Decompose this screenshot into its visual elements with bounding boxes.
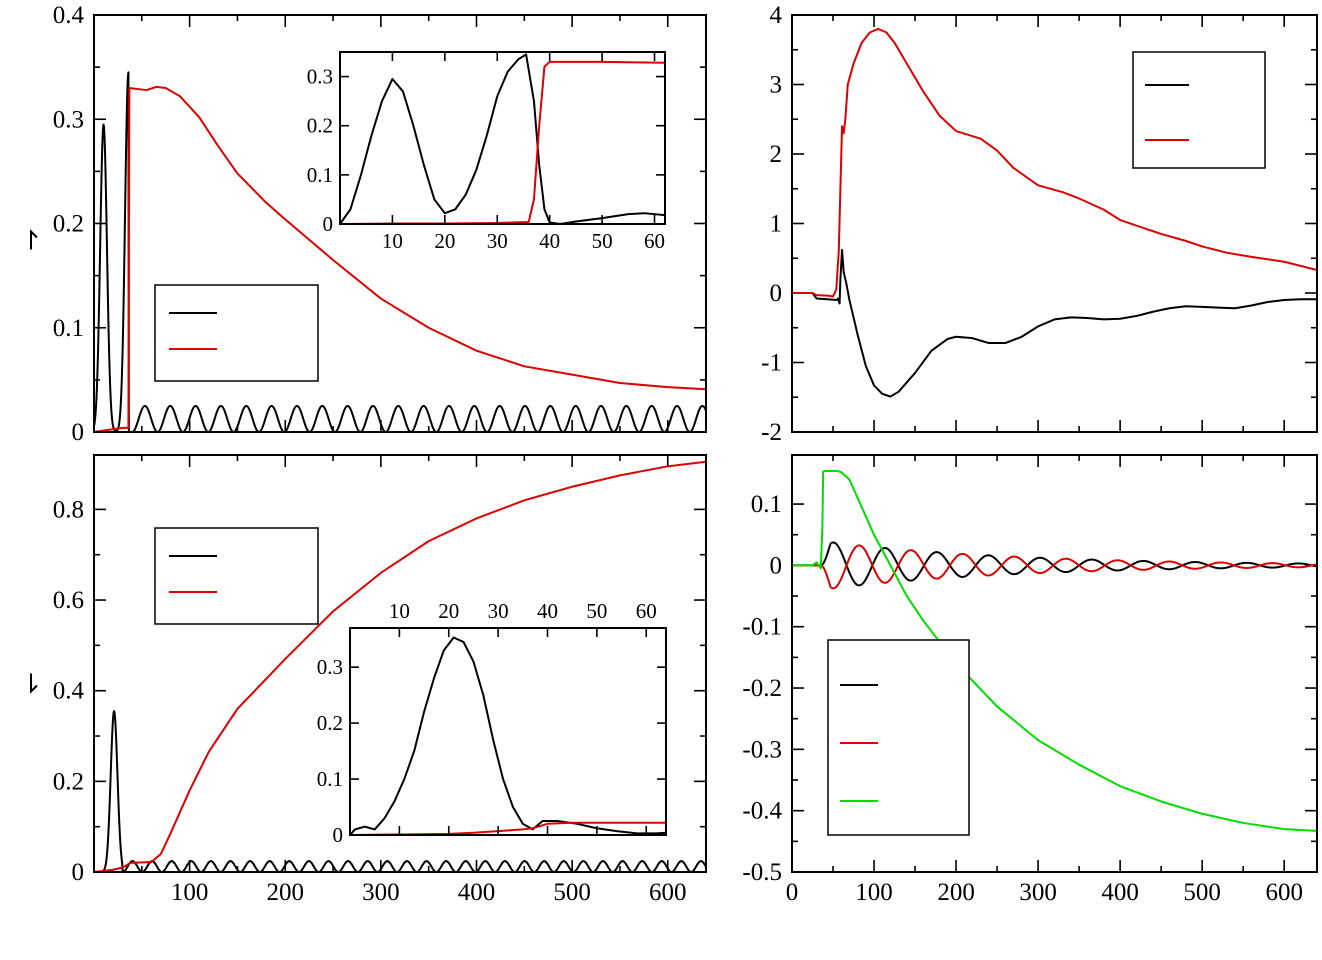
y-tick-label: 0.2 bbox=[53, 768, 84, 795]
y-tick-label: 0.4 bbox=[53, 2, 85, 29]
series-line-qd2 bbox=[94, 460, 706, 872]
inset-x-tick-label: 60 bbox=[644, 229, 665, 253]
x-tick-label: 100 bbox=[855, 879, 893, 906]
inset-y-tick-label: 0.2 bbox=[317, 711, 343, 735]
inset-x-tick-label: 10 bbox=[382, 229, 403, 253]
plot-frame bbox=[791, 14, 1318, 433]
y-tick-label: 3 bbox=[770, 72, 783, 99]
series-group bbox=[94, 460, 706, 872]
panel-c: -2 -1 0 1 2 3 4 bbox=[761, 2, 1318, 446]
x-tick-label: 600 bbox=[649, 879, 687, 906]
y-tick-label: 0.6 bbox=[53, 587, 84, 614]
inset-series-group bbox=[350, 636, 666, 835]
y-tick-label: 0.3 bbox=[53, 106, 84, 133]
arrow-down-icon bbox=[30, 673, 38, 694]
series-line-i bbox=[792, 27, 1317, 298]
panel-b: 0 0.2 0.4 0.6 0.8 100 200 300 400 500 600 0 0.1 0.2 0.… bbox=[30, 454, 707, 906]
series-group bbox=[792, 469, 1317, 832]
x-tick-label: 100 bbox=[171, 879, 209, 906]
inset-y-tick-label: 0.1 bbox=[307, 163, 333, 187]
y-tick-label: -1 bbox=[761, 350, 782, 377]
series-line-qd1 bbox=[94, 71, 706, 432]
arrow-up-icon bbox=[30, 229, 38, 250]
inset-x-tick-label: 20 bbox=[438, 599, 459, 623]
y-tick-label: 0.8 bbox=[53, 496, 84, 523]
inset-x-tick-label: 60 bbox=[636, 599, 657, 623]
panel-d: -0.5 -0.4 -0.3 -0.2 -0.1 0 0.1 0 100 200 300 400 500… bbox=[742, 454, 1318, 906]
x-tick-label: 200 bbox=[267, 879, 305, 906]
y-tick-label: 0.1 bbox=[53, 315, 84, 342]
plot-frame bbox=[93, 454, 707, 873]
inset-x-tick-label: 40 bbox=[539, 229, 560, 253]
series-line-s bbox=[792, 544, 1317, 590]
y-tick-label: 0 bbox=[770, 280, 783, 307]
inset-series-line bbox=[350, 821, 666, 835]
inset-background bbox=[350, 628, 666, 835]
legend-box bbox=[827, 639, 970, 836]
y-tick-label: 0 bbox=[72, 859, 85, 886]
legend-box bbox=[154, 284, 319, 382]
inset-y-tick-label: 0 bbox=[323, 212, 334, 236]
series-line-qd2 bbox=[94, 85, 706, 432]
x-tick-label: 500 bbox=[1183, 879, 1221, 906]
legend-box bbox=[1132, 51, 1266, 169]
inset-x-tick-label: 20 bbox=[434, 229, 455, 253]
inset-x-tick-label: 30 bbox=[488, 599, 509, 623]
y-tick-label: -0.2 bbox=[742, 675, 782, 702]
legend-box bbox=[154, 527, 319, 625]
y-tick-label: -2 bbox=[761, 419, 782, 446]
x-tick-label: 300 bbox=[1019, 879, 1057, 906]
inset-x-tick-label: 40 bbox=[537, 599, 558, 623]
x-tick-label: 400 bbox=[458, 879, 496, 906]
inset-background bbox=[340, 52, 665, 224]
y-tick-label: 0 bbox=[770, 552, 783, 579]
series-line-s bbox=[792, 469, 1317, 832]
inset-frame bbox=[339, 51, 666, 225]
inset-y-tick-label: 0.3 bbox=[317, 655, 343, 679]
y-tick-label: 0.4 bbox=[53, 678, 85, 705]
series-group bbox=[792, 27, 1317, 398]
panel-a: 0 0.1 0.2 0.3 0.4 0 0.1 0.2 0.3 10 20 30 40 50 60 bbox=[30, 2, 707, 446]
series-line-i bbox=[792, 248, 1317, 398]
x-tick-label: 200 bbox=[937, 879, 975, 906]
x-tick-label: 300 bbox=[362, 879, 400, 906]
inset-x-tick-label: 30 bbox=[487, 229, 508, 253]
y-tick-label: -0.4 bbox=[742, 798, 782, 825]
y-tick-label: 4 bbox=[770, 2, 783, 29]
x-tick-label: 0 bbox=[786, 879, 799, 906]
series-line-s bbox=[792, 541, 1317, 587]
y-tick-label: 0.2 bbox=[53, 211, 84, 238]
x-tick-label: 400 bbox=[1101, 879, 1139, 906]
y-tick-label: 1 bbox=[770, 211, 783, 238]
inset-x-tick-label: 50 bbox=[586, 599, 607, 623]
y-tick-label: -0.5 bbox=[742, 859, 782, 886]
y-tick-label: 0 bbox=[72, 419, 85, 446]
y-tick-label: -0.1 bbox=[742, 614, 782, 641]
plot-frame bbox=[93, 14, 707, 433]
y-tick-label: -0.3 bbox=[742, 736, 782, 763]
inset-frame bbox=[349, 627, 667, 836]
inset-x-tick-label: 50 bbox=[592, 229, 613, 253]
inset-y-tick-label: 0.2 bbox=[307, 114, 333, 138]
plot-frame bbox=[791, 454, 1318, 873]
x-tick-label: 500 bbox=[553, 879, 591, 906]
y-tick-label: 2 bbox=[770, 141, 783, 168]
inset-y-tick-label: 0.3 bbox=[307, 65, 333, 89]
inset-y-tick-label: 0 bbox=[333, 823, 344, 847]
inset-b: 0 0.1 0.2 0.3 10 20 30 40 50 60 bbox=[317, 599, 667, 847]
x-tick-label: 600 bbox=[1265, 879, 1303, 906]
inset-series-line bbox=[350, 636, 666, 835]
inset-a: 0 0.1 0.2 0.3 10 20 30 40 50 60 bbox=[307, 51, 666, 253]
series-group bbox=[94, 71, 706, 432]
y-tick-label: 0.1 bbox=[751, 491, 782, 518]
series-line-qd1 bbox=[94, 710, 706, 872]
inset-y-tick-label: 0.1 bbox=[317, 767, 343, 791]
inset-x-tick-label: 10 bbox=[389, 599, 410, 623]
